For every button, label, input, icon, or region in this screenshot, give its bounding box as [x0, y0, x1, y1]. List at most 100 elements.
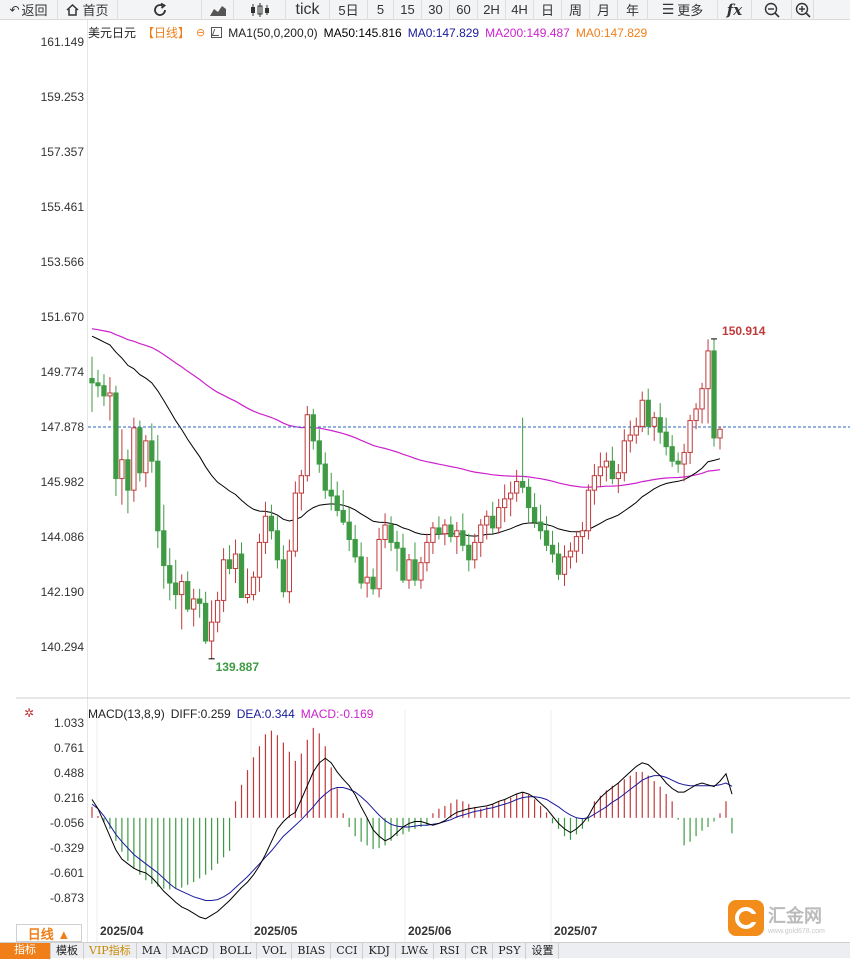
- candle[interactable]: [448, 516, 454, 543]
- candle[interactable]: [394, 530, 400, 572]
- candle[interactable]: [262, 501, 269, 554]
- indicator-tab-2[interactable]: 模板: [51, 943, 84, 959]
- collapse-icon[interactable]: ⊖: [196, 27, 206, 39]
- candle[interactable]: [220, 548, 227, 613]
- candle[interactable]: [358, 542, 364, 589]
- candle[interactable]: [418, 556, 424, 589]
- period-1[interactable]: 5日: [330, 0, 368, 20]
- indicator-tab-5[interactable]: MACD: [167, 943, 215, 959]
- candle[interactable]: [651, 411, 657, 441]
- candle[interactable]: [310, 408, 316, 450]
- candle[interactable]: [137, 420, 143, 482]
- candle[interactable]: [232, 539, 239, 584]
- candle[interactable]: [214, 591, 221, 633]
- candle[interactable]: [639, 391, 645, 433]
- settings-gear-icon[interactable]: ✲: [24, 706, 34, 720]
- candle[interactable]: [424, 533, 430, 572]
- candle[interactable]: [687, 414, 693, 465]
- indicator-tab-10[interactable]: KDJ: [363, 943, 396, 959]
- indicator-tab-6[interactable]: BOLL: [214, 943, 258, 959]
- candle[interactable]: [645, 388, 651, 436]
- candle[interactable]: [490, 501, 496, 534]
- candle[interactable]: [191, 588, 197, 627]
- refresh-button[interactable]: [118, 0, 202, 20]
- candle[interactable]: [406, 553, 412, 589]
- indicator-tab-14[interactable]: PSY: [493, 943, 527, 959]
- candle[interactable]: [519, 417, 526, 494]
- candle[interactable]: [167, 548, 173, 601]
- candle[interactable]: [346, 507, 352, 552]
- candle[interactable]: [340, 490, 346, 525]
- candle[interactable]: [131, 417, 137, 502]
- period-4[interactable]: 30: [422, 0, 450, 20]
- candle[interactable]: [591, 464, 598, 505]
- candle[interactable]: [149, 423, 155, 473]
- tick-button[interactable]: tick: [286, 0, 330, 20]
- period-5[interactable]: 60: [450, 0, 478, 20]
- candle[interactable]: [352, 524, 358, 563]
- indicator-icon[interactable]: [211, 27, 223, 38]
- candle[interactable]: [615, 464, 621, 494]
- indicator-tab-12[interactable]: RSI: [434, 943, 466, 959]
- candle[interactable]: [484, 510, 490, 540]
- zoom-in-button[interactable]: [792, 0, 814, 20]
- candle[interactable]: [472, 533, 478, 569]
- candle[interactable]: [525, 478, 532, 523]
- candle[interactable]: [663, 417, 669, 456]
- indicator-tab-1[interactable]: 指标: [0, 943, 51, 959]
- period-11[interactable]: 年: [618, 0, 648, 20]
- candle[interactable]: [717, 426, 723, 450]
- indicator-tab-9[interactable]: CCI: [331, 943, 364, 959]
- candle[interactable]: [597, 452, 604, 488]
- chart-canvas[interactable]: 161.149 159.253 157.357 155.461 153.566 151.6…: [0, 20, 850, 942]
- candle[interactable]: [202, 591, 209, 644]
- candle[interactable]: [442, 519, 448, 546]
- candle[interactable]: [107, 377, 113, 421]
- candle[interactable]: [274, 516, 281, 569]
- candle[interactable]: [699, 382, 705, 424]
- candle[interactable]: [208, 600, 215, 659]
- candle[interactable]: [621, 429, 627, 482]
- candle[interactable]: [179, 574, 185, 630]
- candle[interactable]: [681, 443, 687, 482]
- candle[interactable]: [101, 374, 107, 407]
- candle[interactable]: [280, 545, 287, 598]
- candle[interactable]: [322, 452, 328, 499]
- candle[interactable]: [543, 516, 550, 552]
- candle[interactable]: [478, 519, 484, 557]
- candle[interactable]: [561, 545, 568, 586]
- formula-button[interactable]: fx: [718, 0, 752, 20]
- candle[interactable]: [125, 449, 131, 514]
- candle[interactable]: [531, 493, 538, 528]
- candle[interactable]: [238, 542, 245, 599]
- indicator-tab-13[interactable]: CR: [466, 943, 494, 959]
- candle[interactable]: [292, 481, 299, 557]
- candle[interactable]: [496, 498, 502, 534]
- more-button[interactable]: ☰ 更多: [648, 0, 718, 20]
- zoom-out-button[interactable]: [752, 0, 792, 20]
- candle[interactable]: [143, 435, 149, 488]
- candle[interactable]: [185, 571, 191, 613]
- candle[interactable]: [508, 481, 514, 517]
- candle[interactable]: [155, 435, 161, 549]
- period-3[interactable]: 15: [394, 0, 422, 20]
- candle[interactable]: [113, 385, 119, 496]
- candle[interactable]: [460, 513, 466, 552]
- candle[interactable]: [537, 504, 544, 540]
- candle[interactable]: [693, 403, 699, 430]
- candle[interactable]: [711, 338, 717, 447]
- candle[interactable]: [430, 522, 436, 554]
- candle[interactable]: [256, 533, 263, 592]
- period-2[interactable]: 5: [368, 0, 394, 20]
- candle[interactable]: [298, 469, 304, 511]
- candle[interactable]: [334, 481, 340, 517]
- candle[interactable]: [555, 542, 562, 581]
- period-9[interactable]: 周: [562, 0, 590, 20]
- candle[interactable]: [89, 356, 95, 412]
- candle[interactable]: [197, 588, 203, 618]
- candle[interactable]: [95, 369, 101, 398]
- period-select[interactable]: 日线 ▲: [16, 924, 82, 942]
- period-6[interactable]: 2H: [478, 0, 506, 20]
- candle[interactable]: [454, 522, 460, 554]
- period-8[interactable]: 日: [534, 0, 562, 20]
